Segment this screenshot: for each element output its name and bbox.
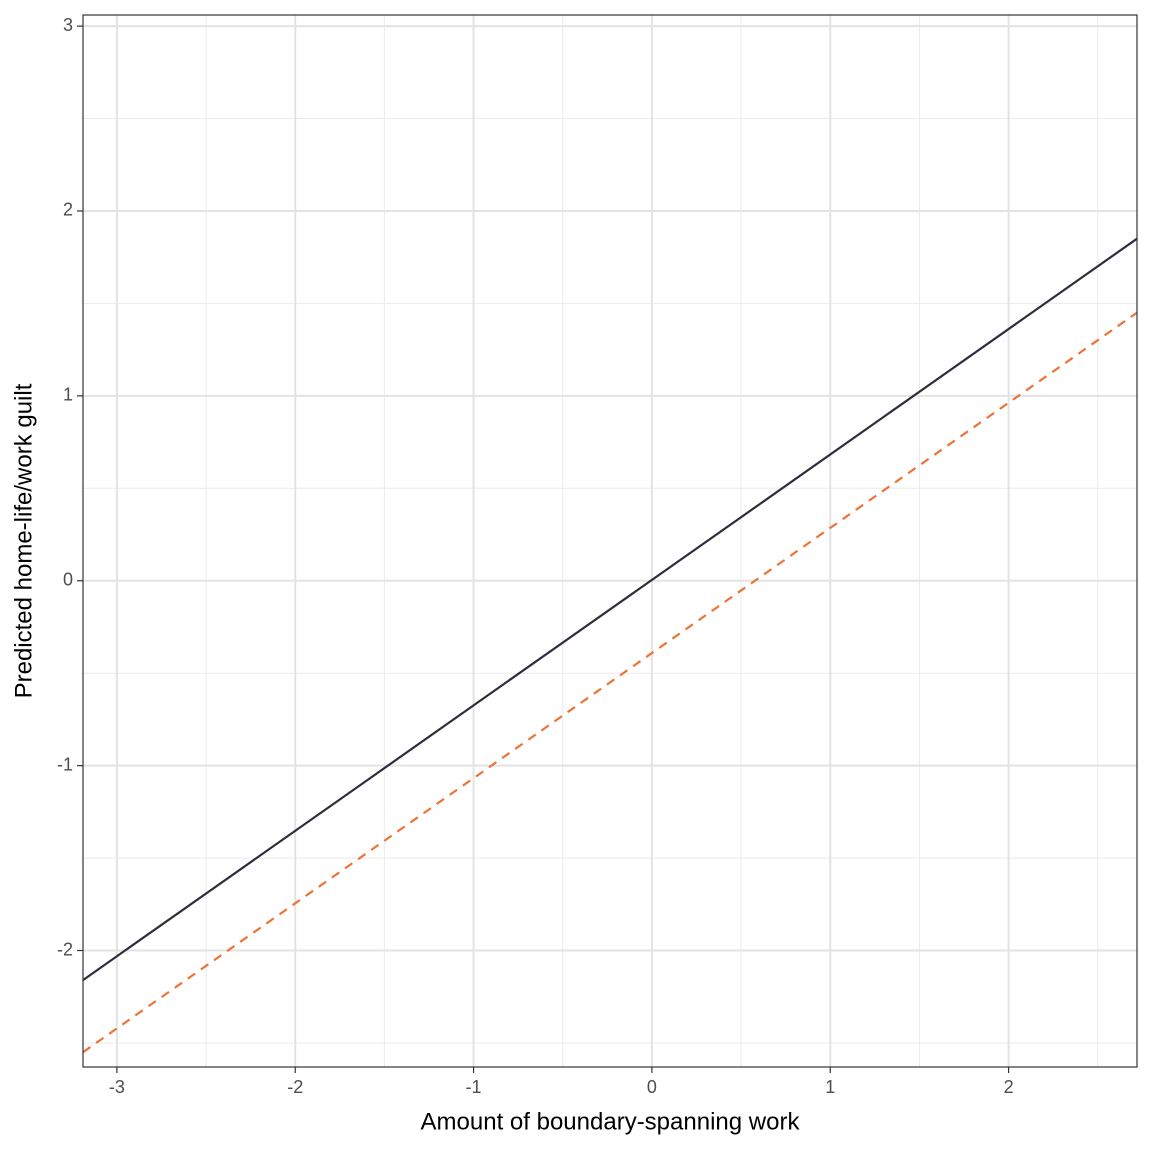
x-tick-label: -1 [466,1077,482,1097]
x-axis-title: Amount of boundary-spanning work [421,1108,801,1135]
x-tick-label: 2 [1004,1077,1014,1097]
x-tick-label: 1 [825,1077,835,1097]
y-tick-label: 2 [63,200,73,220]
y-tick-label: 1 [63,385,73,405]
x-tick-label: -3 [109,1077,125,1097]
y-tick-label: 3 [63,15,73,35]
panel-border [82,14,1138,1068]
y-axis-title: Predicted home-life/work guilt [10,383,37,698]
y-tick-label: -1 [57,754,73,774]
series-line [82,237,1138,982]
grid [83,15,1137,1067]
x-tick-label: -2 [287,1077,303,1097]
y-tick-label: 0 [63,570,73,590]
marks [82,237,1138,1054]
series-line [82,311,1138,1054]
x-tick-label: 0 [647,1077,657,1097]
y-tick-label: -2 [57,939,73,959]
